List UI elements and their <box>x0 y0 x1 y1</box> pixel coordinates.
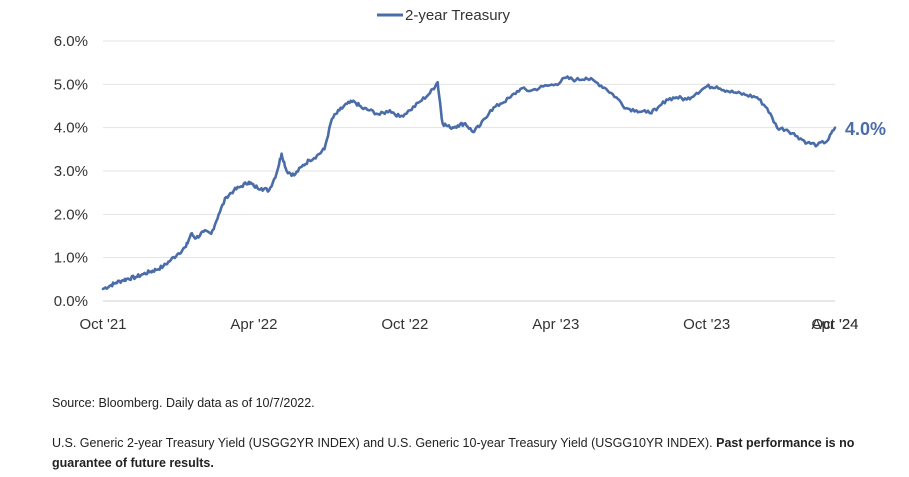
y-tick-label: 1.0% <box>54 250 88 267</box>
end-value-label: 4.0% <box>845 119 886 139</box>
y-tick-label: 3.0% <box>54 163 88 180</box>
y-tick-label: 4.0% <box>54 120 88 137</box>
x-tick-label: Oct '24 <box>811 316 858 333</box>
y-tick-label: 0.0% <box>54 293 88 310</box>
yield-line-chart: 2-year Treasury 0.0% 1.0% 2.0% 3.0% 4.0% 5.0%… <box>54 7 886 333</box>
chart-gridlines <box>103 40 835 302</box>
description-text: U.S. Generic 2-year Treasury Yield (USGG… <box>52 436 717 450</box>
description-note: U.S. Generic 2-year Treasury Yield (USGG… <box>52 433 882 473</box>
chart-legend: 2-year Treasury <box>377 7 511 24</box>
legend-label: 2-year Treasury <box>405 7 511 24</box>
y-tick-label: 5.0% <box>54 76 88 93</box>
x-axis-ticks: Oct '21 Apr '22 Oct '22 Apr '23 Oct '23 Apr '… <box>79 316 858 333</box>
x-tick-label: Apr '24 <box>811 316 858 333</box>
x-tick-label: Oct '23 <box>683 316 730 333</box>
source-note: Source: Bloomberg. Daily data as of 10/7… <box>52 396 315 410</box>
y-axis-ticks: 0.0% 1.0% 2.0% 3.0% 4.0% 5.0% 6.0% <box>54 33 88 310</box>
x-tick-label: Oct '21 <box>79 316 126 333</box>
x-tick-label: Apr '23 <box>532 316 579 333</box>
y-tick-label: 6.0% <box>54 33 88 50</box>
x-tick-label: Apr '22 <box>230 316 277 333</box>
x-tick-label: Oct '22 <box>381 316 428 333</box>
disclaimer-text: Past performance is no guarantee of futu… <box>52 436 855 470</box>
series-line-2-year-treasury <box>101 75 837 291</box>
y-tick-label: 2.0% <box>54 206 88 223</box>
